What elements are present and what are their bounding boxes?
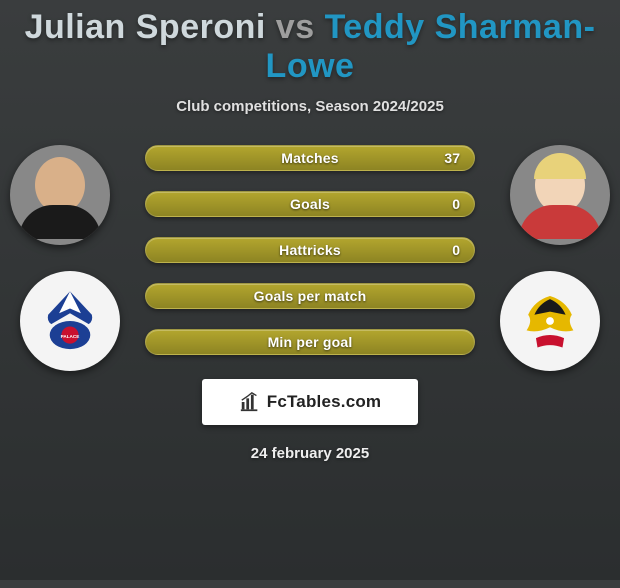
player2-club-crest [500, 271, 600, 371]
stat-value-right: 37 [444, 150, 460, 166]
player1-name: Julian Speroni [25, 8, 266, 46]
stat-bar-min-per-goal: Min per goal [145, 329, 475, 355]
branding-text: FcTables.com [267, 392, 382, 412]
branding-box: FcTables.com [202, 379, 418, 425]
player2-name: Teddy Sharman-Lowe [266, 8, 596, 85]
player2-avatar [510, 145, 610, 245]
subtitle: Club competitions, Season 2024/2025 [0, 98, 620, 115]
stat-label: Hattricks [279, 242, 341, 258]
stat-bar-matches: Matches 37 [145, 145, 475, 171]
player1-club-crest: PALACE [20, 271, 120, 371]
snapshot-date: 24 february 2025 [0, 445, 620, 462]
stat-bar-hattricks: Hattricks 0 [145, 237, 475, 263]
player2-silhouette [525, 157, 595, 237]
player1-silhouette [25, 157, 95, 237]
stat-label: Matches [281, 150, 338, 166]
svg-text:PALACE: PALACE [61, 334, 80, 339]
stat-bar-goals: Goals 0 [145, 191, 475, 217]
crystal-palace-icon: PALACE [31, 282, 109, 360]
stat-label: Goals [290, 196, 330, 212]
stat-bar-goals-per-match: Goals per match [145, 283, 475, 309]
stat-value-right: 0 [452, 196, 460, 212]
bar-chart-icon [239, 391, 261, 413]
stat-bars: Matches 37 Goals 0 Hattricks 0 Goals per… [145, 145, 475, 355]
stat-label: Goals per match [254, 288, 367, 304]
content-area: PALACE Matches 37 Goals 0 Hattricks 0 Go… [0, 145, 620, 355]
comparison-title: Julian Speroni vs Teddy Sharman-Lowe [0, 8, 620, 86]
vs-word: vs [276, 8, 315, 46]
player1-avatar [10, 145, 110, 245]
stat-value-right: 0 [452, 242, 460, 258]
doncaster-icon [511, 282, 589, 360]
stat-label: Min per goal [268, 334, 353, 350]
